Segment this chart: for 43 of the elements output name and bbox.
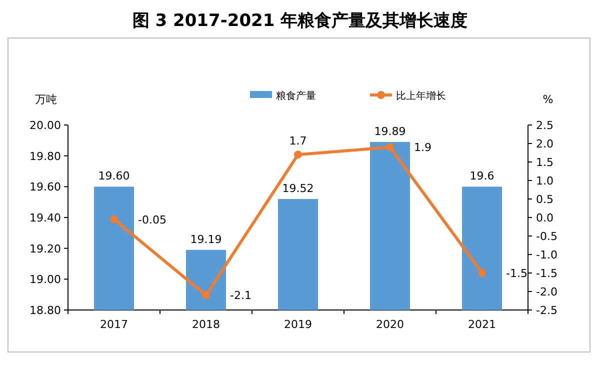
y-tick-label: 19.00 <box>30 273 61 286</box>
point <box>202 291 210 300</box>
y-tick-label: 19.60 <box>30 180 61 194</box>
y2-axis-title: % <box>542 93 554 106</box>
y2-tick-label: -1.0 <box>536 248 558 262</box>
point <box>110 215 118 224</box>
y2-tick-label: -1.5 <box>536 267 558 280</box>
point <box>478 269 486 277</box>
y-tick-label: 20.00 <box>30 119 61 132</box>
data-label: 1.7 <box>289 134 307 148</box>
y2-tick-label: 0.5 <box>536 193 554 206</box>
legend-label: 比上年增长 <box>396 90 446 102</box>
data-label: 19.60 <box>98 170 130 183</box>
y2-tick-label: 2.0 <box>536 138 554 150</box>
point <box>294 150 302 159</box>
data-label: 19.52 <box>282 182 314 195</box>
y-tick-label: 18.80 <box>30 304 61 317</box>
y-tick-label: 19.40 <box>30 212 61 224</box>
data-label: -0.05 <box>138 213 166 226</box>
y2-tick-label: 1.5 <box>536 156 554 169</box>
x-tick-label: 2019 <box>284 318 312 331</box>
y2-tick-label: 1.0 <box>536 174 554 188</box>
x-tick-label: 2018 <box>192 318 220 331</box>
x-tick-label: 2020 <box>376 318 404 331</box>
data-label: -2.1 <box>230 289 252 302</box>
chart-title: 图 3 2017-2021 年粮食产量及其增长速度 <box>132 11 468 31</box>
y2-tick-label: -2.5 <box>536 304 558 317</box>
data-label: -1.5 <box>506 267 528 280</box>
data-label: 1.9 <box>414 141 432 154</box>
y-axis-title: 万吨 <box>35 93 57 106</box>
y-tick-label: 19.20 <box>30 242 61 256</box>
y2-tick-label: -0.5 <box>536 230 558 243</box>
y2-tick-label: -2.0 <box>536 286 558 298</box>
data-label: 19.19 <box>190 232 222 246</box>
x-tick-label: 2021 <box>468 318 496 331</box>
data-label: 19.89 <box>374 124 406 138</box>
y-tick-label: 19.80 <box>30 150 61 163</box>
x-tick-label: 2017 <box>100 318 128 331</box>
legend-label: 粮食产量 <box>276 90 316 102</box>
data-label: 19.6 <box>470 170 494 183</box>
point <box>386 143 394 152</box>
y2-tick-label: 0.0 <box>536 212 554 224</box>
y2-tick-label: 2.5 <box>536 119 554 132</box>
